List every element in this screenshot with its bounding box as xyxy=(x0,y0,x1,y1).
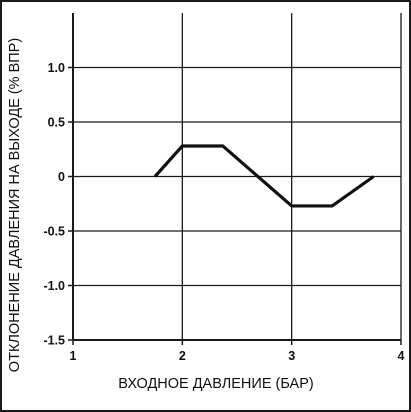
y-tick-label: -1.5 xyxy=(43,334,65,348)
y-tick-label: -1.0 xyxy=(43,279,65,293)
x-tick-label: 1 xyxy=(70,349,77,363)
x-tick-label: 2 xyxy=(179,349,186,363)
y-tick-label: 1.0 xyxy=(48,61,65,75)
axis-layer xyxy=(68,13,402,345)
series-layer xyxy=(153,144,375,208)
y-tick-label: 0.5 xyxy=(48,116,65,130)
series-line-0 xyxy=(153,144,375,208)
y-tick-label: -0.5 xyxy=(43,225,65,239)
grid-layer xyxy=(73,13,402,340)
x-tick-label: 4 xyxy=(398,349,405,363)
y-tick-label: 0 xyxy=(58,170,65,184)
y-axis-title: ОТКЛОНЕНИЕ ДАВЛЕНИЯ НА ВЫХОДЕ (% ВПР) xyxy=(7,38,23,372)
x-axis-title: ВХОДНОЕ ДАВЛЕНИЕ (БАР) xyxy=(118,376,313,392)
label-layer: 1 2 3 4 1.0 0.5 0 -0.5 -1.0 -1.5 xyxy=(43,61,404,363)
x-tick-label: 3 xyxy=(288,349,295,363)
